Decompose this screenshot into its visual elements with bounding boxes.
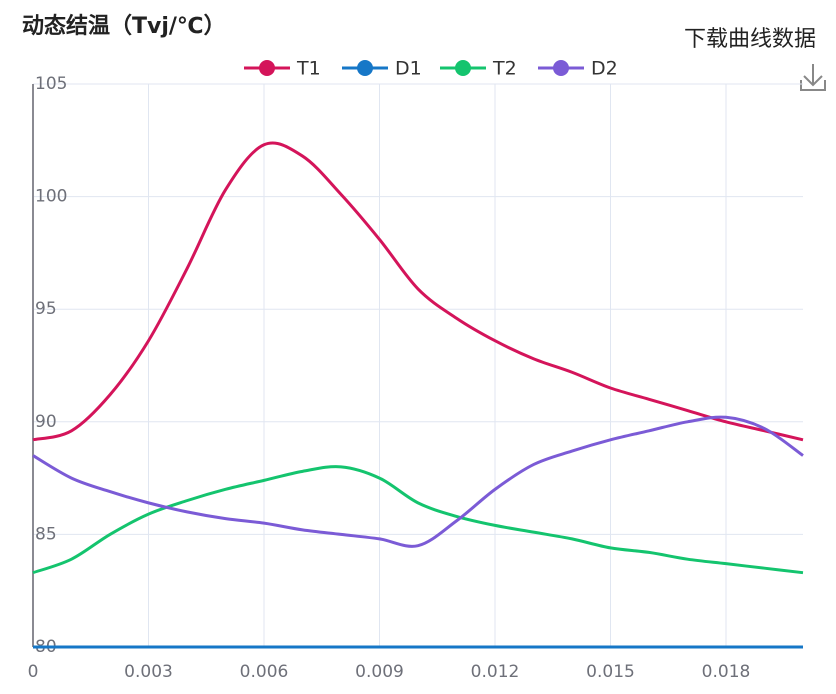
x-tick-label: 0.018 — [702, 662, 751, 682]
y-tick-label: 100 — [35, 187, 67, 207]
legend-marker — [553, 60, 569, 76]
legend-marker — [259, 60, 275, 76]
series-line — [32, 415, 804, 548]
legend-marker — [357, 60, 373, 76]
legend-label: D2 — [591, 58, 618, 80]
legend-item[interactable]: D1 — [342, 58, 422, 80]
legend-item[interactable]: T1 — [244, 58, 321, 80]
x-tick-label: 0.006 — [240, 662, 289, 682]
y-tick-label: 85 — [35, 524, 57, 544]
y-tick-label: 95 — [35, 299, 57, 319]
legend-label: T1 — [296, 58, 321, 80]
chart-title: 动态结温（Tvj/℃） — [22, 13, 226, 39]
download-button[interactable]: 下载曲线数据 — [684, 27, 816, 52]
x-tick-label: 0 — [28, 662, 39, 682]
legend-item[interactable]: T2 — [440, 58, 517, 80]
x-tick-label: 0.003 — [124, 662, 173, 682]
y-tick-label: 90 — [35, 412, 57, 432]
legend-label: T2 — [492, 58, 517, 80]
download-icon[interactable] — [800, 64, 826, 91]
x-tick-label: 0.015 — [586, 662, 635, 682]
legend-label: D1 — [395, 58, 422, 80]
legend-marker — [455, 60, 471, 76]
x-tick-label: 0.009 — [355, 662, 404, 682]
x-tick-label: 0.012 — [471, 662, 520, 682]
legend-item[interactable]: D2 — [538, 58, 618, 80]
series-line — [32, 141, 804, 442]
series-line — [32, 465, 804, 575]
y-tick-label: 105 — [35, 74, 67, 94]
